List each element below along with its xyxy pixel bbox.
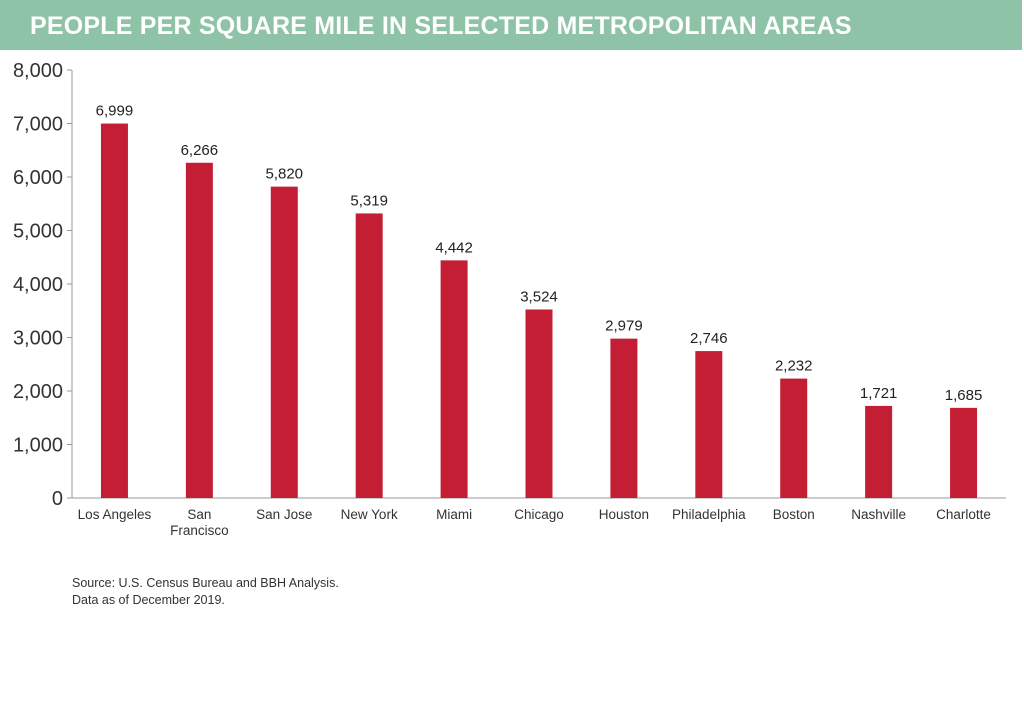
bar [355, 213, 383, 498]
x-tick-label: New York [341, 507, 398, 522]
y-tick-label: 4,000 [13, 274, 63, 296]
bar [610, 338, 638, 498]
bar-value-label: 1,685 [945, 387, 983, 404]
x-tick-label: Chicago [514, 507, 564, 522]
bar-value-label: 2,979 [605, 318, 643, 335]
bar-value-label: 3,524 [520, 288, 558, 305]
bar-value-label: 1,721 [860, 385, 898, 402]
bar [950, 407, 978, 498]
x-tick-label: Houston [599, 507, 649, 522]
bar-value-label: 4,442 [435, 239, 473, 256]
y-tick-label: 2,000 [13, 381, 63, 403]
y-tick-label: 7,000 [13, 114, 63, 136]
bar-value-label: 2,232 [775, 358, 813, 375]
source-line: Source: U.S. Census Bureau and BBH Analy… [72, 576, 339, 590]
y-tick-label: 8,000 [13, 60, 63, 82]
y-tick-label: 5,000 [13, 221, 63, 243]
bar [440, 260, 468, 498]
x-tick-label: San Francisco [170, 507, 229, 538]
y-tick-label: 1,000 [13, 435, 63, 457]
x-tick-label: Nashville [851, 507, 906, 522]
bar-value-label: 6,999 [96, 103, 134, 120]
bar [185, 162, 213, 499]
y-tick-label: 3,000 [13, 328, 63, 350]
source-note: Source: U.S. Census Bureau and BBH Analy… [72, 575, 339, 609]
bar-chart: 0 1,000 2,000 3,000 4,000 5,000 6,000 7,000 8,00… [13, 60, 1006, 538]
bar [270, 186, 298, 498]
chart-title: PEOPLE PER SQUARE MILE IN SELECTED METRO… [30, 12, 852, 40]
bar-value-label: 2,746 [690, 330, 728, 347]
data-date-line: Data as of December 2019. [72, 593, 225, 607]
x-tick-label: Boston [773, 507, 815, 522]
y-tick-label: 0 [52, 488, 63, 510]
x-tick-label: San Jose [256, 507, 312, 522]
x-tick-label: Miami [436, 507, 472, 522]
bar [865, 405, 893, 498]
x-tick-label: Philadelphia [672, 507, 746, 522]
title-bar: PEOPLE PER SQUARE MILE IN SELECTED METRO… [0, 0, 1022, 50]
x-tick-label: Charlotte [936, 507, 991, 522]
bar [525, 309, 553, 498]
bar-value-label: 5,319 [350, 192, 388, 209]
bar-value-label: 6,266 [181, 142, 219, 159]
bar [100, 123, 128, 498]
y-tick-label: 6,000 [13, 167, 63, 189]
bar [695, 351, 723, 498]
bar [780, 378, 808, 498]
x-tick-label: Los Angeles [78, 507, 152, 522]
bar-value-label: 5,820 [265, 166, 303, 183]
